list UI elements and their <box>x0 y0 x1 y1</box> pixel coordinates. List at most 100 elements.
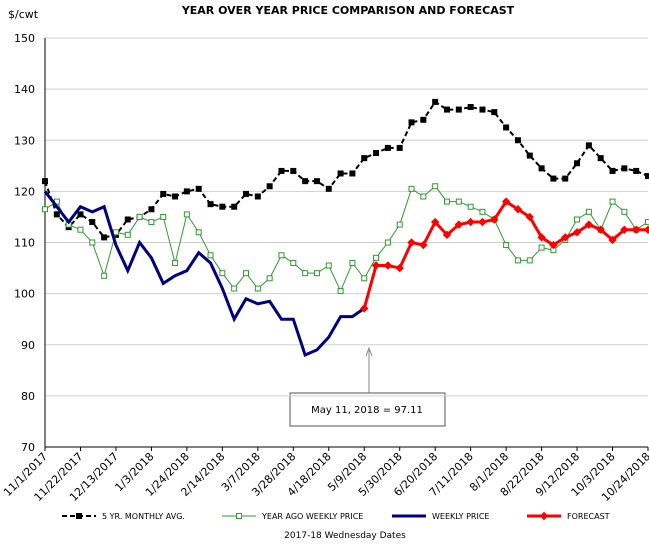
marker <box>172 259 179 266</box>
marker <box>574 216 581 223</box>
marker <box>254 193 261 200</box>
marker <box>172 193 179 200</box>
marker <box>337 288 344 295</box>
marker <box>148 219 155 226</box>
marker <box>645 173 649 180</box>
marker <box>455 198 462 205</box>
marker <box>124 231 131 238</box>
legend-marker <box>539 511 549 521</box>
marker <box>231 285 238 292</box>
marker <box>597 155 604 162</box>
marker <box>384 144 391 151</box>
marker <box>432 183 439 190</box>
marker <box>89 239 96 246</box>
legend-label: 5 YR. MONTHLY AVG. <box>102 512 185 521</box>
marker <box>408 185 415 192</box>
marker <box>526 152 533 159</box>
marker <box>585 142 592 149</box>
marker <box>526 257 533 264</box>
marker <box>313 178 320 185</box>
marker <box>620 225 629 234</box>
marker <box>302 270 309 277</box>
annotation: May 11, 2018 = 97.11 <box>311 405 423 416</box>
marker <box>243 270 249 277</box>
y-tick-label: 120 <box>14 185 35 198</box>
marker <box>572 228 582 237</box>
marker <box>361 155 368 162</box>
marker <box>313 270 320 277</box>
marker <box>383 261 393 270</box>
marker <box>621 165 628 172</box>
marker <box>550 175 557 182</box>
marker <box>42 178 48 185</box>
marker <box>549 240 558 250</box>
marker <box>645 219 649 226</box>
marker <box>371 261 381 270</box>
marker <box>89 219 96 226</box>
marker <box>467 203 474 210</box>
marker <box>490 215 499 224</box>
marker <box>254 285 261 292</box>
marker <box>219 203 226 210</box>
x-axis-title: 2017-18 Wednesday Dates <box>284 531 406 541</box>
y-tick-label: 100 <box>14 288 35 301</box>
marker <box>266 275 273 282</box>
marker <box>101 272 108 279</box>
marker <box>525 212 534 222</box>
marker <box>112 229 119 236</box>
legend-label: WEEKLY PRICE <box>432 512 489 521</box>
marker <box>395 263 404 273</box>
marker <box>442 230 452 240</box>
marker <box>136 213 143 220</box>
marker <box>455 106 462 113</box>
marker <box>396 221 403 228</box>
marker <box>325 185 332 192</box>
marker <box>420 116 427 123</box>
series-line <box>44 100 649 239</box>
marker <box>609 167 616 174</box>
legend-marker <box>236 513 242 519</box>
marker <box>420 193 427 200</box>
marker <box>160 190 167 197</box>
marker <box>373 150 380 157</box>
legend-label: YEAR AGO WEEKLY PRICE <box>261 512 363 521</box>
marker <box>503 242 510 249</box>
marker <box>160 213 167 220</box>
marker <box>467 104 474 111</box>
marker <box>360 304 369 313</box>
marker <box>219 270 226 277</box>
marker <box>633 167 640 174</box>
marker <box>408 119 415 126</box>
marker <box>513 205 523 214</box>
marker <box>124 216 131 223</box>
marker <box>302 178 309 185</box>
legend-marker <box>76 513 82 519</box>
marker <box>278 252 285 259</box>
marker <box>419 240 428 250</box>
y-tick-label: 130 <box>14 134 35 147</box>
marker <box>466 217 475 227</box>
marker <box>337 170 344 177</box>
annotation-box <box>289 392 446 427</box>
marker <box>479 208 486 215</box>
marker <box>195 185 202 192</box>
marker <box>501 197 511 206</box>
marker <box>444 198 450 205</box>
marker <box>183 211 190 218</box>
marker <box>325 262 332 269</box>
marker <box>195 229 202 236</box>
marker <box>537 233 546 242</box>
marker <box>503 124 510 131</box>
annotation-arrow <box>365 346 373 357</box>
marker <box>231 203 238 210</box>
y-tick-label: 80 <box>21 390 35 403</box>
marker <box>290 259 297 266</box>
marker <box>430 217 440 227</box>
marker <box>77 226 84 233</box>
marker <box>643 225 649 234</box>
marker <box>432 98 439 105</box>
marker <box>631 225 641 234</box>
marker <box>454 220 464 229</box>
marker <box>349 259 356 266</box>
